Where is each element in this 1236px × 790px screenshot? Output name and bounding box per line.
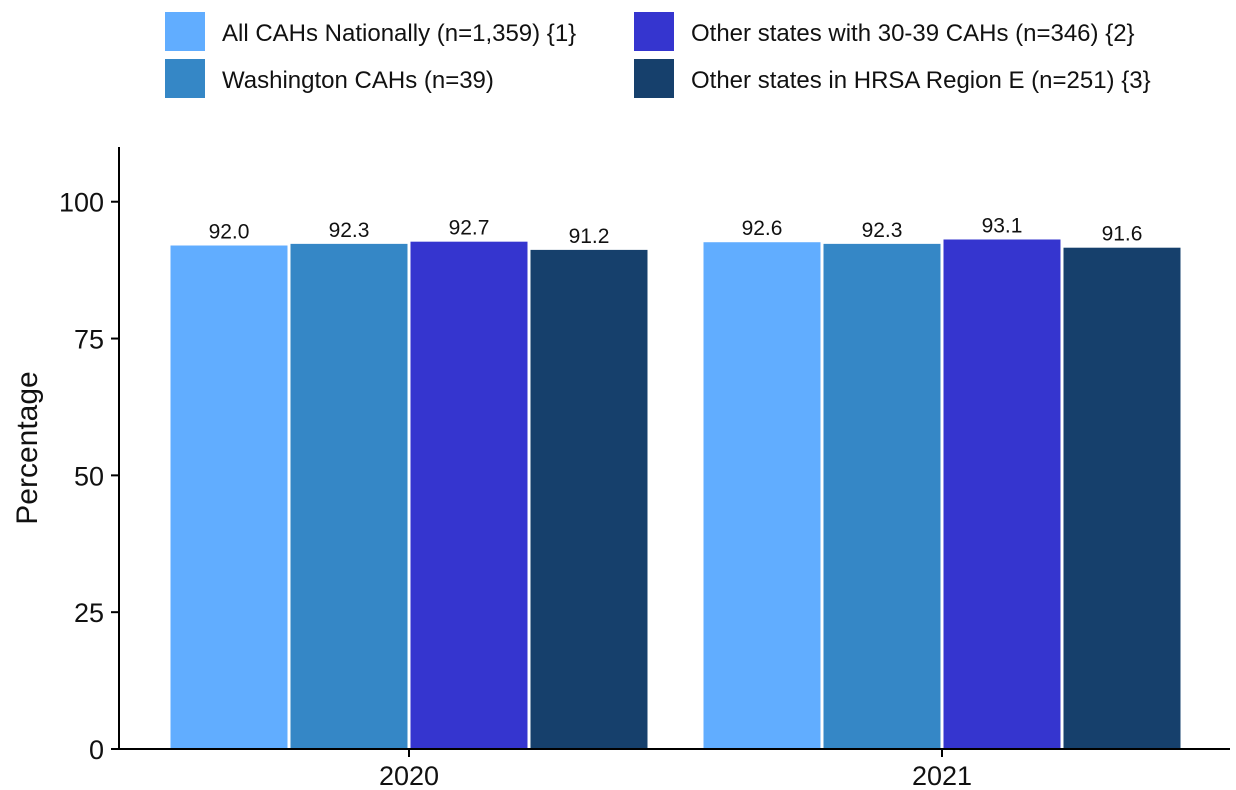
data-label-2020-series-3: 92.7 xyxy=(449,217,490,240)
data-label-2020-series-1: 92.0 xyxy=(209,221,250,244)
x-axis-ticks: 2020 2021 xyxy=(379,749,972,790)
y-tick-label: 25 xyxy=(74,598,104,628)
legend-label-series-1: All CAHs Nationally (n=1,359) {1} xyxy=(222,20,576,47)
data-label-2020-series-2: 92.3 xyxy=(329,219,370,242)
bar-2020-series-3 xyxy=(410,241,528,750)
bar-2021-series-4 xyxy=(1063,247,1181,749)
legend-swatch-series-1 xyxy=(165,12,205,51)
data-label-2021-series-4: 91.6 xyxy=(1102,223,1143,246)
x-tick-label: 2020 xyxy=(379,761,439,790)
y-tick-label: 50 xyxy=(74,461,104,491)
data-label-2021-series-1: 92.6 xyxy=(742,217,783,240)
y-tick-label: 75 xyxy=(74,325,104,355)
bar-2021-series-2 xyxy=(823,243,941,749)
bar-2020-series-4 xyxy=(530,249,648,749)
x-tick-label: 2021 xyxy=(912,761,972,790)
data-labels: 92.0 92.3 92.7 91.2 92.6 92.3 93.1 91.6 xyxy=(209,214,1143,247)
bars xyxy=(170,239,1181,750)
y-tick-label: 0 xyxy=(89,735,104,765)
bar-2021-series-3 xyxy=(943,239,1061,750)
data-label-2021-series-3: 93.1 xyxy=(982,214,1023,237)
legend-label-series-4: Other states in HRSA Region E (n=251) {3… xyxy=(691,67,1151,94)
legend-swatch-series-4 xyxy=(634,59,674,98)
y-tick-label: 100 xyxy=(59,188,104,218)
y-axis-title: Percentage xyxy=(11,371,44,524)
legend-label-series-2: Washington CAHs (n=39) xyxy=(222,67,494,94)
data-label-2020-series-4: 91.2 xyxy=(569,225,610,248)
y-axis-ticks: 0 25 50 75 100 xyxy=(59,188,119,765)
bar-2020-series-2 xyxy=(290,243,408,749)
legend-swatch-series-2 xyxy=(165,59,205,98)
bar-2020-series-1 xyxy=(170,245,288,749)
legend-swatch-series-3 xyxy=(634,12,674,51)
legend-label-series-3: Other states with 30-39 CAHs (n=346) {2} xyxy=(691,20,1135,47)
legend: All CAHs Nationally (n=1,359) {1} Washing… xyxy=(165,12,1151,98)
bar-2021-series-1 xyxy=(703,242,821,749)
data-label-2021-series-2: 92.3 xyxy=(862,219,903,242)
